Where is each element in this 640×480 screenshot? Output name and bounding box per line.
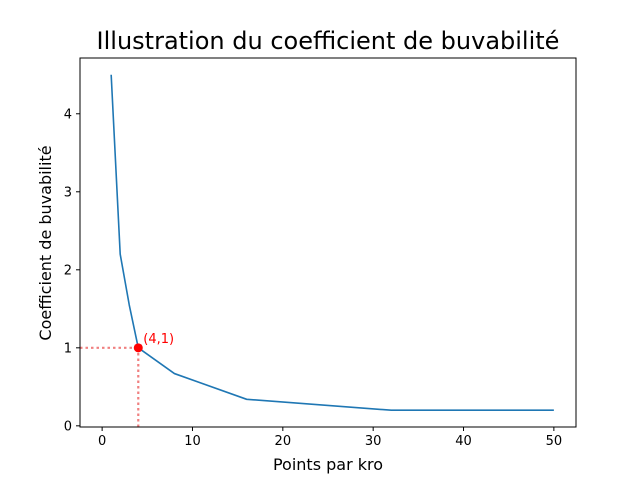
y-tick-label-3: 3 xyxy=(64,185,72,200)
x-axis-label: Points par kro xyxy=(273,455,383,474)
x-tick-label-20: 20 xyxy=(275,434,292,449)
plot-area: (4,1) 0 10 20 30 40 50 0 1 2 3 4 xyxy=(64,57,577,449)
x-tick-label-50: 50 xyxy=(546,434,563,449)
y-tick-label-0: 0 xyxy=(64,419,72,434)
series-line-0 xyxy=(110,74,554,412)
y-tick-label-2: 2 xyxy=(64,263,72,278)
y-tick-label-1: 1 xyxy=(64,341,72,356)
chart-title: Illustration du coefficient de buvabilit… xyxy=(97,27,560,55)
y-axis-label: Coefficient de buvabilité xyxy=(36,145,55,340)
axes-frame xyxy=(79,57,577,428)
y-tick-label-4: 4 xyxy=(64,107,72,122)
highlight-label: (4,1) xyxy=(143,332,174,347)
x-tick-label-30: 30 xyxy=(365,434,382,449)
x-tick-label-10: 10 xyxy=(184,434,201,449)
x-tick-label-40: 40 xyxy=(455,434,472,449)
x-tick-label-0: 0 xyxy=(98,434,106,449)
highlight-point xyxy=(133,343,143,353)
